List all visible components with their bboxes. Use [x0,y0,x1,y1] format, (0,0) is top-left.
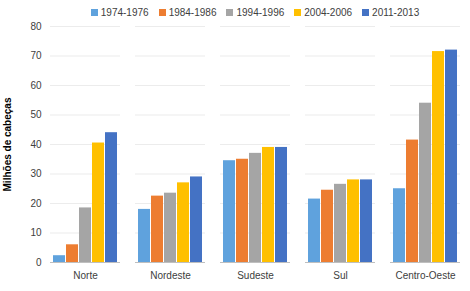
svg-text:60: 60 [30,80,42,91]
svg-text:50: 50 [30,109,42,120]
svg-text:Nordeste: Nordeste [150,270,191,281]
svg-text:Norte: Norte [73,270,98,281]
svg-text:10: 10 [30,227,42,238]
svg-text:20: 20 [30,198,42,209]
svg-text:80: 80 [30,21,42,32]
svg-text:70: 70 [30,50,42,61]
svg-text:Centro-Oeste: Centro-Oeste [395,270,455,281]
html-text:1984-1986: 1984-1986 [168,6,217,18]
svg-text:Milhões de cabeças: Milhões de cabeças [2,97,13,191]
html-text:2011-2013: 2011-2013 [372,6,420,18]
svg-text:0: 0 [36,257,42,268]
html-text:1974-1976: 1974-1976 [100,6,149,18]
svg-text:Sudeste: Sudeste [237,270,274,281]
svg-text:30: 30 [30,168,42,179]
svg-text:40: 40 [30,139,42,150]
svg-text:Sul: Sul [333,270,347,281]
html-text:2004-2006: 2004-2006 [304,6,353,18]
html-text:1994-1996: 1994-1996 [236,6,285,18]
